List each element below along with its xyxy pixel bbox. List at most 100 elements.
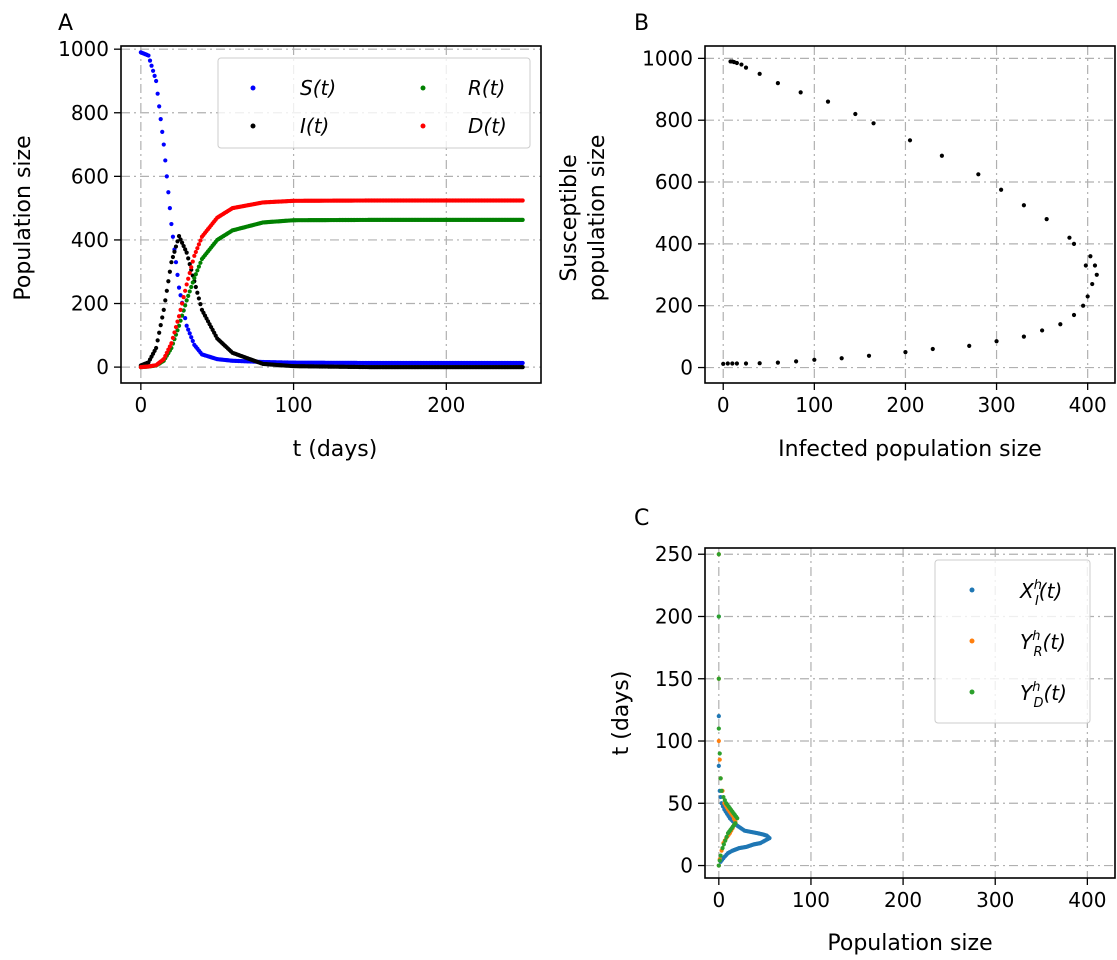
data-point (739, 62, 744, 67)
panel-b-xlabel: Infected population size (778, 437, 1042, 462)
y-tick-label: 200 (655, 294, 693, 318)
data-point (198, 260, 203, 265)
y-tick-label: 0 (96, 355, 109, 379)
data-point (775, 360, 780, 365)
y-tick-label: 0 (680, 854, 693, 878)
data-point (146, 53, 151, 58)
data-point (173, 244, 179, 249)
data-point (1040, 328, 1045, 333)
x-tick-label: 100 (792, 888, 830, 912)
data-point (939, 153, 944, 158)
y-tick-label: 200 (71, 292, 109, 316)
panel-c: 0 100 200 300 400 0 50 100 150 200 250 Population … (609, 542, 1116, 956)
data-point (195, 268, 200, 273)
panel-a-plot-area: 0 100 200 0 200 400 600 800 1000 (58, 37, 542, 417)
panel-a-xlabel: t (days) (293, 437, 378, 462)
y-tick-label: 100 (655, 729, 693, 753)
data-point (160, 315, 165, 320)
data-point (181, 295, 186, 300)
x-tick-label: 300 (976, 888, 1014, 912)
x-tick-label: 400 (1068, 888, 1106, 912)
x-tick-label: 0 (717, 393, 730, 417)
legend-label-d: D(t) (468, 114, 507, 138)
x-tick-label: 200 (884, 888, 922, 912)
data-point (164, 288, 169, 293)
data-point (190, 259, 195, 264)
legend-label-r: R(t) (468, 76, 505, 100)
panel-label-c: C (634, 506, 649, 531)
data-point (798, 90, 803, 95)
panel-a-legend: S(t) I(t) R(t) D(t) (217, 57, 531, 149)
x-tick-label: 0 (134, 393, 147, 417)
data-point (1090, 281, 1095, 287)
data-point (716, 726, 721, 731)
x-tick-label: 100 (795, 393, 833, 417)
data-point (183, 303, 188, 308)
data-point (812, 357, 817, 362)
data-point (187, 289, 192, 294)
data-point (163, 353, 168, 359)
data-point (170, 254, 176, 260)
legend-marker-yd (969, 689, 975, 695)
data-point (160, 129, 165, 134)
data-point (775, 81, 780, 86)
data-point (169, 221, 174, 227)
data-point (175, 239, 180, 244)
data-point (716, 714, 721, 719)
data-point (1088, 254, 1093, 259)
data-point (717, 751, 722, 756)
y-tick-label: 600 (655, 170, 693, 194)
data-point (149, 63, 154, 68)
data-point (178, 293, 183, 298)
data-point (169, 260, 174, 265)
data-point (196, 242, 201, 247)
data-point (757, 361, 762, 366)
data-point (178, 237, 183, 242)
panel-a-legend-box (217, 57, 531, 149)
data-point (189, 265, 194, 270)
axes-frame (704, 45, 1116, 384)
legend-marker-i (250, 123, 256, 129)
data-point (163, 158, 168, 163)
y-tick-label: 0 (680, 356, 693, 380)
data-point (520, 217, 525, 222)
data-point (716, 763, 721, 769)
data-point (733, 821, 738, 826)
data-point (520, 360, 525, 366)
series-d-t- (138, 198, 525, 370)
panel-label-b: B (634, 11, 649, 36)
data-point (1021, 334, 1026, 339)
panel-c-legend: Xh I(t) Yh R(t) Yh D(t) (934, 559, 1091, 724)
legend-marker-s (250, 85, 256, 91)
data-point (172, 330, 177, 335)
data-point (1071, 241, 1077, 246)
legend-label-s: S(t) (300, 76, 336, 100)
data-point (716, 676, 721, 681)
data-point (198, 238, 203, 243)
data-point (853, 111, 858, 117)
data-point (186, 276, 191, 281)
data-point (184, 250, 189, 255)
axes-frame (704, 547, 1116, 879)
data-point (1067, 235, 1072, 240)
data-point (190, 280, 195, 285)
data-point (743, 65, 749, 70)
data-point (186, 256, 191, 261)
data-point (999, 187, 1004, 192)
data-point (175, 319, 180, 324)
y-tick-label: 50 (668, 791, 693, 815)
data-point (718, 853, 723, 858)
data-point (866, 353, 872, 358)
data-point (181, 243, 186, 249)
data-point (1094, 272, 1099, 277)
data-point (167, 269, 172, 274)
data-point (175, 328, 180, 333)
data-point (187, 331, 192, 336)
data-point (520, 198, 525, 203)
data-point (976, 172, 981, 177)
data-point (743, 361, 749, 366)
data-point (176, 234, 182, 239)
data-point (157, 104, 162, 109)
data-point (183, 247, 188, 252)
data-point (170, 234, 176, 239)
